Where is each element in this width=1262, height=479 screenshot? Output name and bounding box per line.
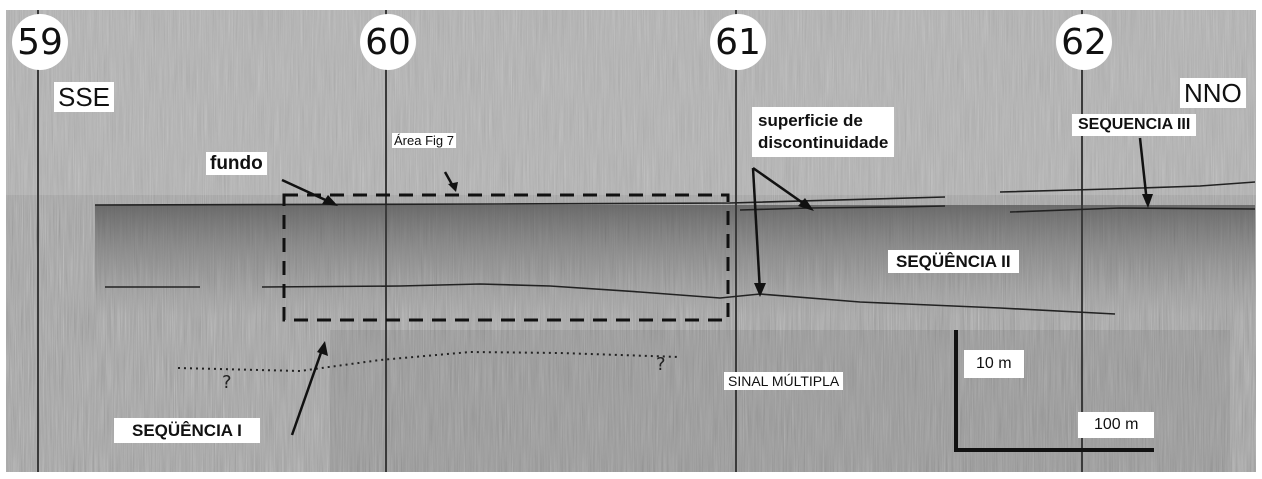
- sequencia-ii-label: SEQÜÊNCIA II: [888, 250, 1019, 273]
- scale-vertical-label: 10 m: [964, 350, 1024, 378]
- shot-lines: [37, 10, 1083, 472]
- shot-point-59: 59: [12, 14, 68, 70]
- arrows: [281, 137, 1149, 436]
- direction-nno: NNO: [1180, 78, 1246, 108]
- shot-point-62: 62: [1056, 14, 1112, 70]
- question-mark-right: ?: [656, 354, 666, 375]
- shot-point-61: 61: [710, 14, 766, 70]
- question-mark-left: ?: [222, 372, 232, 393]
- sequencia-iii-label: SEQUENCIA III: [1072, 114, 1197, 136]
- horizon-lines: [94, 181, 1256, 315]
- sequence-i-base: [177, 350, 681, 373]
- superficie-line-2: discontinuidade: [758, 133, 889, 153]
- scale-horizontal-label: 100 m: [1078, 412, 1155, 438]
- direction-sse: SSE: [54, 82, 115, 112]
- sinal-multipla-label: SINAL MÚLTIPLA: [724, 372, 844, 390]
- superficie-line-1: superficie de: [758, 111, 863, 130]
- scale-bar: [954, 330, 1154, 452]
- fundo-label: fundo: [206, 152, 267, 175]
- sequencia-i-label: SEQÜÊNCIA I: [114, 418, 260, 443]
- superficie-label: superficie de discontinuidade: [752, 107, 895, 158]
- shot-point-60: 60: [360, 14, 416, 70]
- area-fig-label: Área Fig 7: [392, 133, 456, 148]
- fig7-area-box: [282, 193, 730, 322]
- arrow-heads: [317, 182, 1153, 356]
